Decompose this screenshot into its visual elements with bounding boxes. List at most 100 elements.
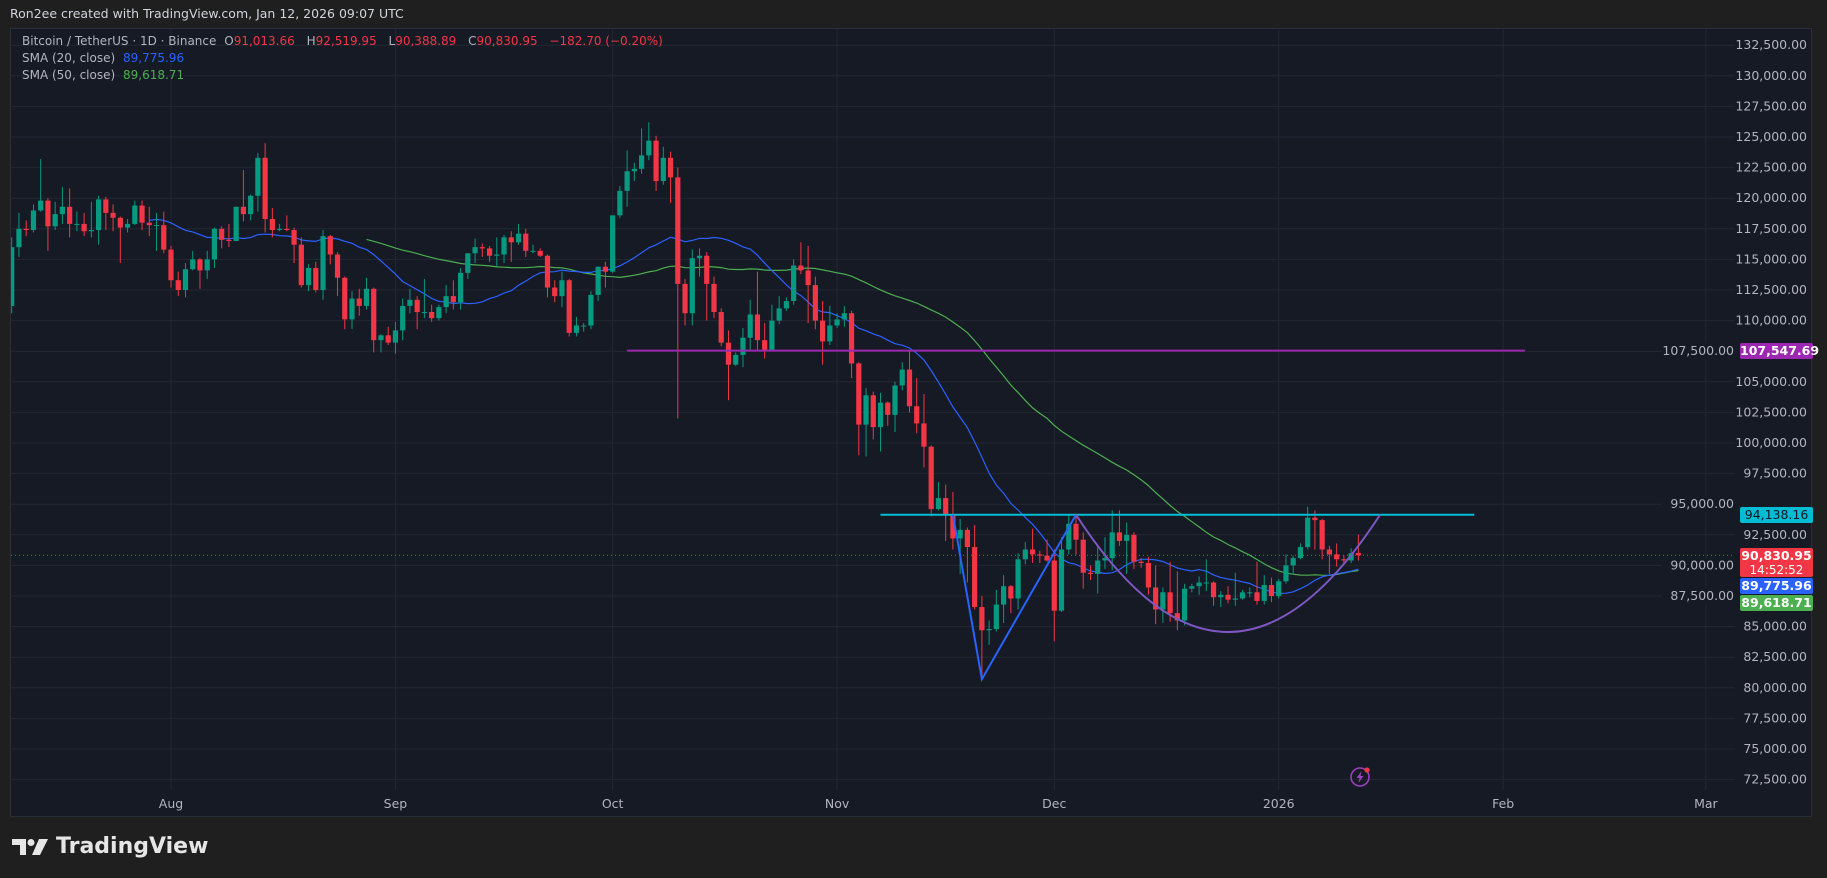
candle [791, 259, 797, 305]
time-tick-label: Oct [602, 796, 624, 811]
candle-body [1022, 549, 1028, 560]
candle [81, 212, 87, 237]
price-tick-label: 107,500.00 [1662, 343, 1734, 358]
candle [559, 271, 565, 308]
candle-body [139, 205, 145, 223]
symbol-label[interactable]: Bitcoin / TetherUS · 1D · Binance [22, 34, 217, 48]
candle [530, 244, 536, 254]
price-axis[interactable]: 72,500.00 75,000.00 77,500.00 80,000.00 82,5… [1662, 37, 1807, 787]
price-tick-label: 115,000.00 [1735, 251, 1807, 266]
candle [566, 278, 572, 337]
candle-body [96, 199, 102, 231]
candle [762, 323, 768, 359]
candle-body [1058, 549, 1065, 611]
candle [363, 277, 370, 310]
time-tick-label: Dec [1042, 796, 1066, 811]
candle [110, 204, 116, 232]
time-tick-label: Feb [1492, 796, 1514, 811]
candle-body [421, 312, 427, 314]
candle [400, 298, 406, 341]
candle-body [211, 228, 218, 260]
candle-body [378, 335, 384, 341]
candle [863, 387, 869, 457]
candle-body [1254, 592, 1260, 601]
candle [515, 223, 522, 245]
lightning-icon[interactable] [1349, 766, 1371, 788]
candle-body [182, 269, 189, 290]
candle [624, 150, 630, 207]
candle-body [1247, 592, 1253, 594]
candle [812, 276, 818, 330]
candle-body [371, 288, 377, 341]
candle [581, 323, 587, 332]
candle-body [103, 199, 109, 213]
candle-body [175, 280, 181, 290]
candle [327, 234, 333, 265]
candle [255, 152, 261, 212]
candle [1044, 539, 1050, 562]
candle [1167, 561, 1173, 622]
low-label: L [388, 34, 396, 48]
price-tick-label: 75,000.00 [1743, 741, 1807, 756]
candle [820, 301, 826, 365]
candle [59, 187, 65, 224]
candle-body [820, 320, 826, 342]
candle-body [458, 272, 464, 303]
candle [1305, 506, 1311, 550]
candle [696, 248, 703, 277]
price-tick-backdrop [1662, 588, 1736, 604]
candle-body [624, 171, 630, 191]
tradingview-logo[interactable]: TradingView [12, 834, 208, 859]
candle [921, 394, 927, 468]
legend-sma50[interactable]: SMA (50, close) 89,618.71 [22, 68, 188, 82]
drawings[interactable] [627, 349, 1525, 683]
candle-body [1073, 523, 1079, 540]
candle [646, 122, 652, 161]
chart-panel[interactable] [10, 28, 1812, 817]
candle [1160, 587, 1166, 623]
candle [45, 198, 51, 251]
candle [313, 261, 319, 293]
candle [356, 288, 362, 316]
candle [675, 167, 681, 419]
candle [1073, 516, 1079, 555]
candle-body [1116, 532, 1123, 541]
candle [979, 596, 985, 681]
candle [240, 170, 246, 222]
candle [211, 227, 218, 268]
candle [914, 378, 920, 434]
candle-body [1283, 565, 1289, 582]
candle [501, 234, 507, 264]
candle [436, 304, 442, 321]
candle [783, 297, 789, 311]
candle [320, 230, 326, 300]
legend-sma20[interactable]: SMA (20, close) 89,775.96 [22, 51, 188, 65]
candle-body [515, 233, 522, 243]
candle [1153, 565, 1159, 625]
candle-body [1261, 584, 1267, 601]
candle-body [856, 363, 862, 425]
time-tick-label: Aug [159, 796, 183, 811]
candle [1254, 561, 1260, 605]
candle-body [23, 228, 29, 231]
candle-body [566, 280, 572, 333]
candle-body [11, 247, 15, 306]
candle-body [537, 250, 543, 256]
candle-body [733, 354, 739, 365]
price-tick-label: 77,500.00 [1743, 710, 1807, 725]
price-tick-label: 97,500.00 [1743, 466, 1807, 481]
candle-body [1182, 588, 1188, 621]
price-tick-label: 112,500.00 [1735, 282, 1807, 297]
candle [986, 620, 992, 645]
candle-body [363, 288, 370, 306]
candle [754, 271, 761, 352]
time-axis[interactable]: Aug Sep Oct Nov Dec 2026 Feb Mar [159, 796, 1719, 811]
candles [11, 122, 1361, 681]
candle [349, 291, 355, 330]
candle-body [1225, 594, 1231, 600]
candle [1182, 583, 1188, 626]
candle-body [870, 395, 876, 428]
candle [1218, 591, 1224, 608]
candle [885, 401, 891, 426]
